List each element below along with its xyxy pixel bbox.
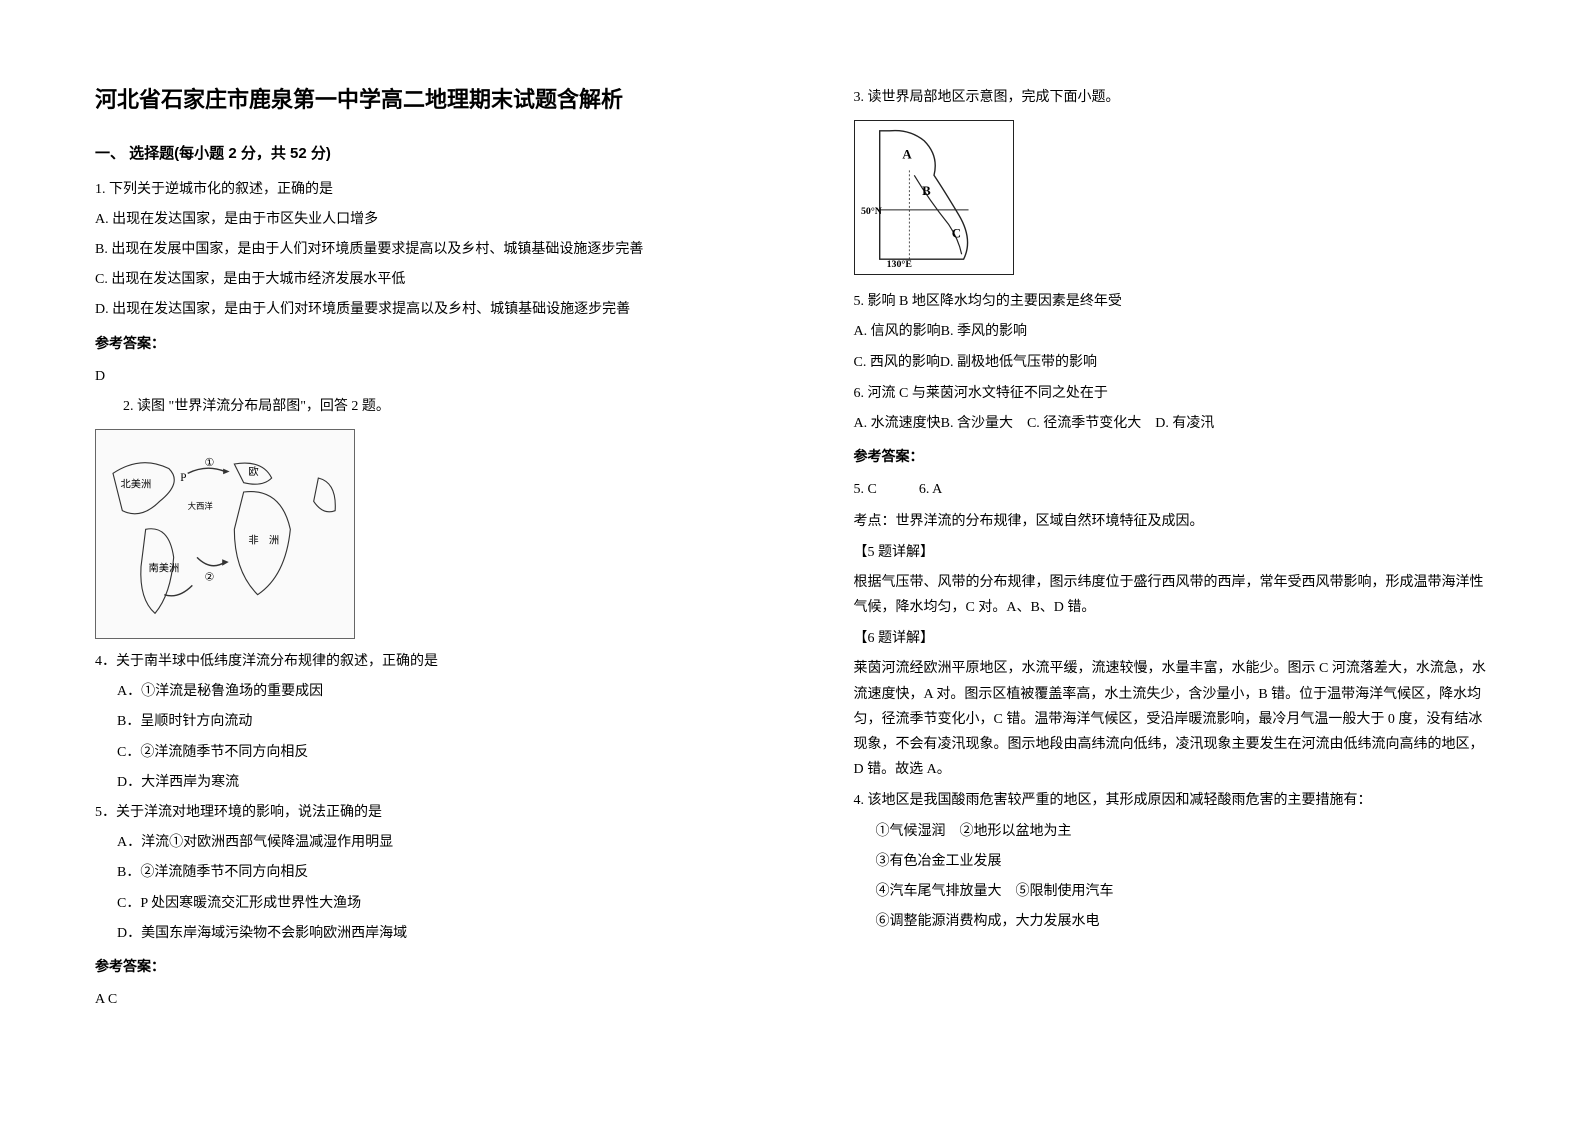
page-title: 河北省石家庄市鹿泉第一中学高二地理期末试题含解析: [95, 80, 734, 120]
q1-opt-b: B. 出现在发展中国家，是由于人们对环境质量要求提高以及乡村、城镇基础设施逐步完…: [95, 237, 734, 262]
map2-lat: 50°N: [860, 206, 881, 217]
left-column: 河北省石家庄市鹿泉第一中学高二地理期末试题含解析 一、 选择题(每小题 2 分，…: [0, 0, 794, 1122]
q4-opt-a: A．①洋流是秘鲁渔场的重要成因: [95, 679, 734, 704]
q3-intro: 3. 读世界局部地区示意图，完成下面小题。: [854, 85, 1493, 110]
map-label-eu: 欧: [248, 466, 258, 478]
q1-opt-d: D. 出现在发达国家，是由于人们对环境质量要求提高以及乡村、城镇基础设施逐步完善: [95, 297, 734, 322]
map-label-1: ①: [204, 457, 214, 469]
q5-opt-d: D．美国东岸海域污染物不会影响欧洲西岸海域: [95, 921, 734, 946]
map-label-2: ②: [204, 572, 214, 584]
q6-opts: A. 水流速度快B. 含沙量大 C. 径流季节变化大 D. 有凌汛: [854, 411, 1493, 436]
section-header: 一、 选择题(每小题 2 分，共 52 分): [95, 140, 734, 167]
map-label-na: 北美洲: [120, 477, 151, 490]
q56-answer: 5. C 6. A: [854, 477, 1493, 502]
map2-lon: 130°E: [886, 259, 912, 270]
map-label-sa: 南美洲: [148, 561, 179, 574]
q4r-o6: ⑥调整能源消费构成，大力发展水电: [854, 909, 1493, 934]
map2-b: B: [922, 184, 931, 198]
map-label-p: P: [180, 472, 186, 484]
detail6-header: 【6 题详解】: [854, 626, 1493, 651]
right-column: 3. 读世界局部地区示意图，完成下面小题。 A B C 50°N 130°E 5…: [794, 0, 1587, 1122]
q5r-opt-ab: A. 信风的影响B. 季风的影响: [854, 319, 1493, 344]
detail5-body: 根据气压带、风带的分布规律，图示纬度位于盛行西风带的西岸，常年受西风带影响，形成…: [854, 570, 1493, 620]
q5r-stem: 5. 影响 B 地区降水均匀的主要因素是终年受: [854, 289, 1493, 314]
q4r-o3: ③有色冶金工业发展: [854, 849, 1493, 874]
q1-opt-a: A. 出现在发达国家，是由于市区失业人口增多: [95, 207, 734, 232]
q4-opt-b: B．呈顺时针方向流动: [95, 709, 734, 734]
q6-stem: 6. 河流 C 与莱茵河水文特征不同之处在于: [854, 381, 1493, 406]
q4r-o1: ①气候湿润 ②地形以盆地为主: [854, 819, 1493, 844]
q5-opt-c: C．P 处因寒暖流交汇形成世界性大渔场: [95, 891, 734, 916]
detail5-header: 【5 题详解】: [854, 540, 1493, 565]
region-map: A B C 50°N 130°E: [854, 120, 1014, 275]
world-current-map: 北美洲 南美洲 欧 非 洲 P ① ② 大西洋: [95, 429, 355, 639]
q5-opt-b: B．②洋流随季节不同方向相反: [95, 860, 734, 885]
map-label-af: 非 洲: [248, 534, 279, 546]
q4r-stem: 4. 该地区是我国酸雨危害较严重的地区，其形成原因和减轻酸雨危害的主要措施有：: [854, 788, 1493, 813]
q4-opt-d: D．大洋西岸为寒流: [95, 770, 734, 795]
q4-opt-c: C．②洋流随季节不同方向相反: [95, 740, 734, 765]
q1-answer: D: [95, 364, 734, 389]
ref-answer-label-2: 参考答案：: [95, 954, 734, 979]
q45-answer: A C: [95, 987, 734, 1012]
q2-intro: 2. 读图 "世界洋流分布局部图"，回答 2 题。: [95, 394, 734, 419]
ref-answer-label-1: 参考答案：: [95, 331, 734, 356]
map2-c: C: [951, 227, 960, 241]
q4-stem: 4．关于南半球中低纬度洋流分布规律的叙述，正确的是: [95, 649, 734, 674]
q5-opt-a: A．洋流①对欧洲西部气候降温减湿作用明显: [95, 830, 734, 855]
detail6-body: 莱茵河流经欧洲平原地区，水流平缓，流速较慢，水量丰富，水能少。图示 C 河流落差…: [854, 656, 1493, 782]
kaodian: 考点：世界洋流的分布规律，区域自然环境特征及成因。: [854, 509, 1493, 534]
svg-text:大西洋: 大西洋: [188, 501, 214, 511]
q5r-opt-cd: C. 西风的影响D. 副极地低气压带的影响: [854, 350, 1493, 375]
ref-answer-label-3: 参考答案：: [854, 444, 1493, 469]
map2-a: A: [902, 148, 912, 162]
q1-opt-c: C. 出现在发达国家，是由于大城市经济发展水平低: [95, 267, 734, 292]
q4r-o4: ④汽车尾气排放量大 ⑤限制使用汽车: [854, 879, 1493, 904]
q1-stem: 1. 下列关于逆城市化的叙述，正确的是: [95, 177, 734, 202]
q5-stem: 5．关于洋流对地理环境的影响，说法正确的是: [95, 800, 734, 825]
